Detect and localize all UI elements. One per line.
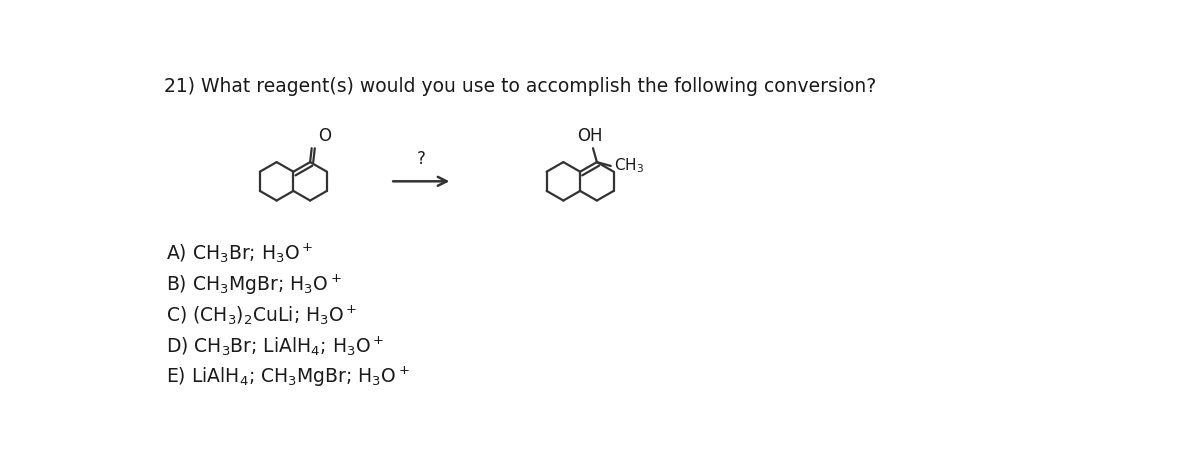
Text: CH$_3$: CH$_3$ [614, 157, 644, 175]
Text: O: O [318, 127, 331, 145]
Text: A) CH$_3$Br; H$_3$O$^+$: A) CH$_3$Br; H$_3$O$^+$ [166, 242, 313, 266]
Text: 21) What reagent(s) would you use to accomplish the following conversion?: 21) What reagent(s) would you use to acc… [164, 77, 876, 96]
Text: C) (CH$_3$)$_2$CuLi; H$_3$O$^+$: C) (CH$_3$)$_2$CuLi; H$_3$O$^+$ [166, 304, 358, 327]
Text: ?: ? [416, 150, 426, 168]
Text: D) CH$_3$Br; LiAlH$_4$; H$_3$O$^+$: D) CH$_3$Br; LiAlH$_4$; H$_3$O$^+$ [166, 334, 384, 358]
Text: B) CH$_3$MgBr; H$_3$O$^+$: B) CH$_3$MgBr; H$_3$O$^+$ [166, 272, 341, 297]
Text: OH: OH [577, 127, 602, 145]
Text: E) LiAlH$_4$; CH$_3$MgBr; H$_3$O$^+$: E) LiAlH$_4$; CH$_3$MgBr; H$_3$O$^+$ [166, 365, 409, 389]
